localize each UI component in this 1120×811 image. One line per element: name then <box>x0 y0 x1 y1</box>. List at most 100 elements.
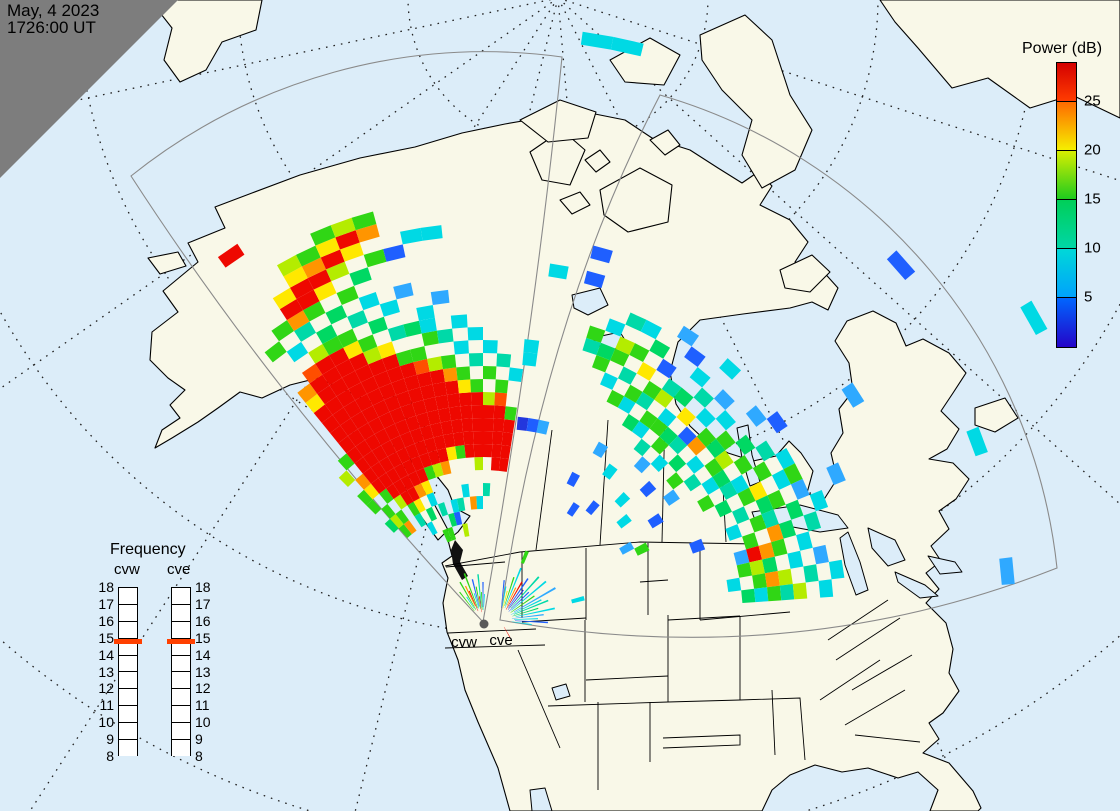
frequency-tick-label: 9 <box>195 731 203 748</box>
frequency-tick-label: 8 <box>195 748 203 764</box>
scatter-cell-cvw <box>313 281 337 302</box>
frequency-tick-label: 16 <box>195 612 211 629</box>
scatter-cell-cve <box>522 352 538 367</box>
scatter-cell-cvw <box>390 435 406 452</box>
scatter-cell-cvw <box>400 431 415 448</box>
scatter-cell-cvw <box>474 457 483 471</box>
timestamp: May, 4 2023 1726:00 UT <box>7 2 99 36</box>
scatter-cell-cvw <box>354 364 374 383</box>
scatter-cell-cvw <box>443 433 456 448</box>
melville-island <box>519 99 597 143</box>
scatter-cell-cve <box>719 481 738 500</box>
scatter-cell-cvw <box>348 382 367 401</box>
scatter-cell-cve <box>764 571 780 588</box>
scatter-cell-cve <box>635 391 655 411</box>
scatter-cell-cve <box>582 337 601 356</box>
scatter-cell-cvw <box>394 419 410 436</box>
scatter-cell-cve <box>767 489 786 510</box>
scatter-cell-cvw <box>338 435 356 454</box>
scatter-cell-cvw <box>315 355 336 375</box>
scatter-cell-cvw <box>346 446 364 464</box>
scatter-cell-cvw <box>468 353 483 367</box>
scatter-cell-cvw <box>325 261 350 282</box>
near-range-echo-cvw <box>468 590 479 612</box>
colorbar-segment <box>1057 63 1076 103</box>
scatter-cell-cvw <box>403 520 417 535</box>
scatter-cell-cvw <box>301 257 326 279</box>
scatter-cell-cve <box>592 355 611 373</box>
scatter-cell-cvw <box>423 465 437 481</box>
frequency-column-label-cvw: cvw <box>114 561 140 578</box>
scatter-cell-cve <box>536 419 550 435</box>
scatter-cell-cvw <box>336 389 355 408</box>
scatter-cell-cvw <box>336 285 359 305</box>
scatter-cell-cvw <box>395 509 409 525</box>
scatter-cell-cvw <box>340 418 358 436</box>
scatter-cell-cve <box>785 499 804 520</box>
scatter-cell-cve <box>755 440 776 462</box>
timestamp-time: 1726:00 UT <box>7 18 96 37</box>
scatter-cell-cve <box>766 411 788 434</box>
scatter-cell-cvw <box>343 400 362 419</box>
frequency-tick-label: 18 <box>98 579 114 595</box>
scatter-cell-cvw <box>384 395 401 412</box>
frequency-tick-label: 14 <box>195 646 211 663</box>
scatter-cell-cvw <box>355 440 372 457</box>
puget-sound-detail <box>451 540 468 580</box>
near-range-echo-cvw <box>473 593 480 609</box>
scatter-cell-cvw <box>407 387 424 404</box>
scatter-cell-cve <box>673 387 694 408</box>
scatter-cell-cvw <box>456 497 466 512</box>
scatter-cell-cve <box>689 367 711 388</box>
scatter-cell-cvw <box>442 528 452 543</box>
scatter-cell-cvw <box>462 523 470 537</box>
scatter-cell-cve <box>662 489 680 506</box>
scatter-cell-cvw <box>402 459 416 475</box>
near-range-echo-cve <box>504 576 515 606</box>
scatter-cell-cvw <box>307 269 332 290</box>
scatter-cell-cvw <box>357 334 378 353</box>
frequency-rung <box>118 705 138 723</box>
frequency-marker-cvw <box>114 639 142 645</box>
colorbar-tick-label: 10 <box>1084 239 1101 257</box>
frequency-rung <box>171 722 191 740</box>
scatter-cell-cvw <box>432 381 448 398</box>
scatter-cell-cve <box>689 538 706 554</box>
scatter-cell-cvw <box>473 444 483 458</box>
scatter-cell-cve <box>737 487 756 507</box>
frequency-tick-label: 18 <box>195 579 211 595</box>
scatter-cell-cvw <box>433 435 446 451</box>
newfoundland <box>974 397 1019 433</box>
scatter-cell-cvw <box>295 245 321 267</box>
scatter-cell-cve <box>610 348 630 367</box>
scatter-cell-cve <box>719 358 742 380</box>
scatter-cell-cve <box>614 491 631 508</box>
scatter-cell-cve <box>619 541 635 555</box>
scatter-cell-cvw <box>403 374 421 391</box>
scatter-cell-cve <box>754 587 769 603</box>
radar-site-dot <box>479 619 489 629</box>
frequency-tick-label: 10 <box>195 714 211 731</box>
scatter-cell-cvw <box>271 320 295 342</box>
gulf-of-california <box>529 787 553 811</box>
scatter-cell-cvw <box>286 341 309 363</box>
southampton-island <box>779 254 831 293</box>
scatter-cell-cvw <box>400 403 416 420</box>
site-label-cve: cve <box>489 632 512 649</box>
scatter-cell-cvw <box>421 480 434 496</box>
frequency-tick-label: 12 <box>98 680 114 697</box>
scatter-cell-cve <box>736 562 753 578</box>
scatter-cell-cve <box>634 542 650 556</box>
frequency-rung <box>118 654 138 672</box>
near-range-echo-cvw <box>463 573 478 609</box>
scatter-cell-cvw <box>398 524 412 539</box>
scatter-cell-cvw <box>447 526 457 541</box>
scatter-cell-cvw <box>321 414 341 434</box>
scatter-cell-cve <box>697 494 715 513</box>
scatter-cell-cvw <box>377 341 396 359</box>
scatter-cell-cvw <box>394 463 409 480</box>
near-range-echo-cve <box>513 587 556 613</box>
small-island-1 <box>584 149 611 173</box>
scatter-cell-cvw <box>425 506 438 522</box>
